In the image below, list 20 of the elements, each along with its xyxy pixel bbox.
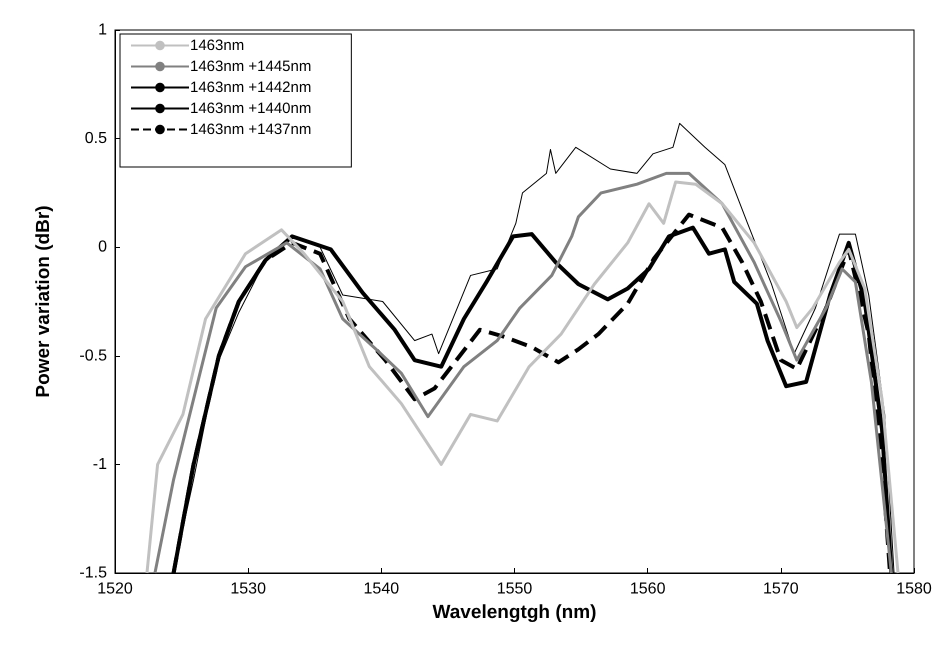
legend-label: 1463nm +1445nm <box>190 58 312 75</box>
legend-label: 1463nm <box>190 37 244 54</box>
y-tick-label: -1.5 <box>79 564 108 582</box>
x-tick-label: 1550 <box>496 580 532 598</box>
x-tick-label: 1520 <box>97 580 133 598</box>
x-tick-label: 1560 <box>630 580 666 598</box>
y-tick-label: 0 <box>98 238 108 256</box>
y-tick-label: 0.5 <box>84 130 108 148</box>
legend-label: 1463nm +1442nm <box>190 79 312 96</box>
x-tick-label: 1540 <box>364 580 400 598</box>
x-tick-label: 1570 <box>763 580 799 598</box>
legend-label: 1463nm +1440nm <box>190 100 312 117</box>
y-axis-title: Power variation (dBr) <box>33 205 54 398</box>
y-tick-label: -0.5 <box>79 347 108 364</box>
x-tick-label: 1580 <box>896 580 932 598</box>
y-tick-label: 1 <box>98 22 108 38</box>
x-tick-label: 1530 <box>230 580 266 598</box>
legend-label: 1463nm +1437nm <box>190 121 312 138</box>
y-tick-label: -1 <box>92 456 108 473</box>
x-axis-title: Wavelengtgh (nm) <box>432 602 596 623</box>
